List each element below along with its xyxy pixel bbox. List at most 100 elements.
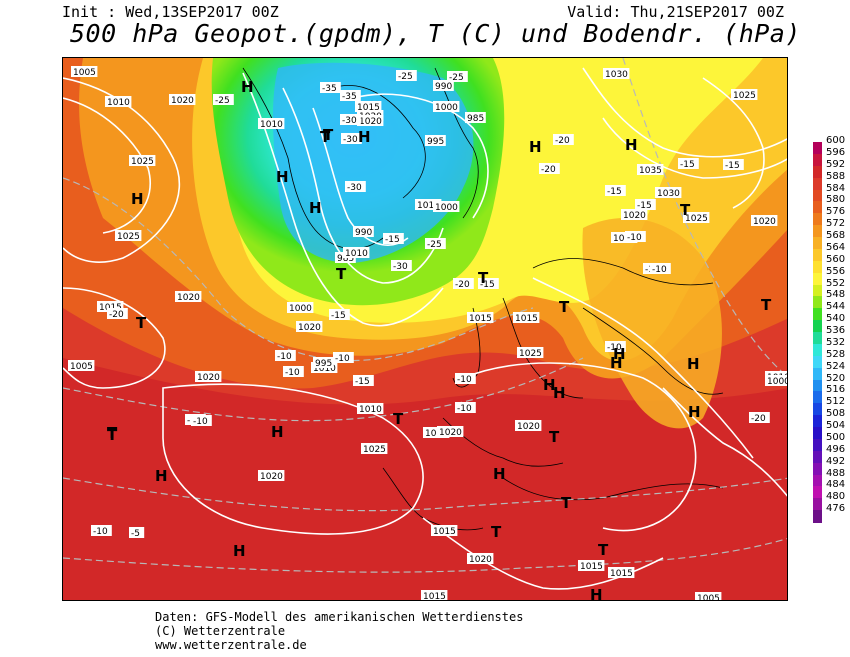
field-euro-ridge (582, 218, 722, 429)
field-warm-south (63, 358, 787, 600)
isobar-label: 1025 (517, 347, 544, 359)
high-pressure-marker: H (553, 384, 566, 402)
isotherm-label: -15 (383, 233, 404, 245)
svg-text:1015: 1015 (580, 562, 603, 572)
isotherm-label: -25 (425, 238, 446, 250)
colorbar-swatch (813, 427, 822, 440)
svg-text:-35: -35 (342, 92, 357, 102)
low-pressure-marker: T (107, 426, 118, 444)
isobar-label: 1015 (431, 525, 458, 537)
svg-text:1020: 1020 (469, 555, 492, 565)
svg-text:995: 995 (315, 359, 332, 369)
colorbar-label: 500 (826, 431, 846, 443)
svg-text:1015: 1015 (423, 592, 446, 601)
colorbar-label: 488 (826, 467, 846, 479)
isobar-label: 1035 (637, 164, 664, 176)
svg-text:-20: -20 (541, 165, 556, 175)
high-pressure-marker: H (687, 355, 700, 373)
isobar-label: 1025 (423, 427, 450, 439)
map-title: 500 hPa Geopot.(gpdm), T (C) und Bodendr… (70, 19, 801, 48)
svg-text:-15: -15 (725, 161, 740, 171)
colorbar-label: 560 (826, 253, 846, 265)
svg-text:1015: 1015 (417, 201, 440, 211)
geopotential-contours (63, 58, 787, 573)
colorbar-label: 520 (826, 372, 846, 384)
isotherm-label: -15 (635, 199, 656, 211)
svg-text:1020: 1020 (623, 211, 646, 221)
low-pressure-marker: T (336, 265, 347, 283)
low-pressure-marker: T (320, 128, 331, 146)
isotherm-label: -10 (455, 402, 476, 414)
svg-text:-10: -10 (607, 343, 622, 353)
isotherm-label: -5 (129, 527, 145, 539)
isotherm-label: -35 (340, 90, 361, 102)
colorbar-swatch (813, 391, 822, 404)
low-pressure-marker: T (136, 314, 147, 332)
svg-text:995: 995 (427, 137, 444, 147)
valid-time: Valid: Thu,21SEP2017 00Z (567, 3, 784, 21)
colorbar-swatch (813, 403, 822, 416)
weather-map: 1005 1010 1020 1010 1025 1025 1015 1020 1020 1005… (62, 57, 788, 601)
svg-text:-30: -30 (343, 135, 358, 145)
svg-text:1035: 1035 (639, 166, 662, 176)
svg-text:1010: 1010 (260, 120, 283, 130)
high-pressure-marker: H (271, 423, 284, 441)
isobar-label: 1020 (195, 371, 222, 383)
colorbar-swatch (813, 237, 822, 250)
svg-text:1000: 1000 (435, 203, 458, 213)
svg-text:-10: -10 (457, 375, 472, 385)
low-pressure-marker: T (323, 126, 334, 144)
isotherm-label: -30 (340, 114, 361, 126)
credits: Daten: GFS-Modell des amerikanischen Wet… (155, 610, 523, 652)
isobar-label: 1020 (169, 94, 196, 106)
colorbar-swatch (813, 379, 822, 392)
isobar-label: 990 (433, 80, 454, 92)
svg-text:-25: -25 (398, 72, 413, 82)
isotherm-label: -10 (333, 352, 354, 364)
svg-text:1025: 1025 (117, 232, 140, 242)
isobar-label: 1010 (105, 96, 132, 108)
svg-text:-15: -15 (331, 311, 346, 321)
svg-text:1005: 1005 (697, 594, 720, 601)
colorbar-label: 544 (826, 301, 846, 313)
isotherm-label: -30 (345, 181, 366, 193)
isobar-label: 1020 (515, 420, 542, 432)
colorbar-label: 512 (826, 396, 846, 408)
svg-text:1000: 1000 (435, 103, 458, 113)
isotherm-label: -15 (723, 159, 744, 171)
isotherm-label: -25 (396, 70, 417, 82)
svg-text:-15: -15 (680, 160, 695, 170)
isobar-label: 1025 (731, 89, 758, 101)
isobar-label: 1025 (361, 443, 388, 455)
colorbar-label: 580 (826, 194, 846, 206)
colorbar-swatch (813, 177, 822, 190)
credit-copyright: (C) Wetterzentrale (155, 624, 286, 638)
isobar-label: 1025 (129, 155, 156, 167)
isobar-label: 1030 (655, 187, 682, 199)
colorbar-label: 572 (826, 218, 846, 230)
svg-text:-15: -15 (480, 280, 495, 290)
colorbar-label: 552 (826, 277, 846, 289)
svg-text:1020: 1020 (753, 217, 776, 227)
pressure-labels: 1005 1010 1020 1010 1025 1025 1015 1020 1020 1005… (68, 66, 787, 601)
isobar-label: 1020 (467, 553, 494, 565)
colorbar-swatch (813, 284, 822, 297)
colorbar-swatch (813, 189, 822, 202)
isotherm-label: -10 (91, 525, 112, 537)
credit-source: Daten: GFS-Modell des amerikanischen Wet… (155, 610, 524, 624)
colorbar-swatch (813, 225, 822, 238)
colorbar-swatch (813, 142, 822, 155)
isobar-label: 1015 (467, 312, 494, 324)
colorbar-label: 508 (826, 408, 846, 420)
svg-text:1005: 1005 (73, 68, 96, 78)
isotherm-label: -10 (650, 263, 671, 275)
svg-text:-30: -30 (393, 262, 408, 272)
svg-text:-15: -15 (385, 235, 400, 245)
svg-text:-25: -25 (427, 240, 442, 250)
svg-text:1010: 1010 (313, 364, 336, 374)
isobar-label: 1015 (608, 567, 635, 579)
svg-text:1020: 1020 (298, 323, 321, 333)
high-pressure-marker: H (625, 136, 638, 154)
isobar-label: 990 (353, 226, 374, 238)
